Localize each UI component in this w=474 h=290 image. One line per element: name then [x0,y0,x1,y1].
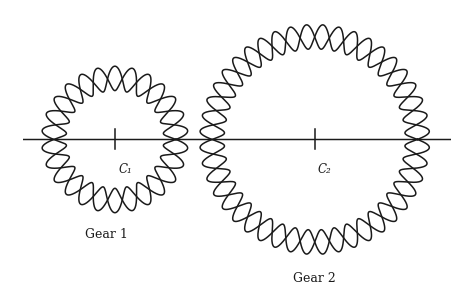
Text: Gear 1: Gear 1 [85,228,128,241]
Text: C₂: C₂ [318,163,332,176]
Text: Gear 2: Gear 2 [293,272,336,285]
Text: C₁: C₁ [118,163,132,176]
